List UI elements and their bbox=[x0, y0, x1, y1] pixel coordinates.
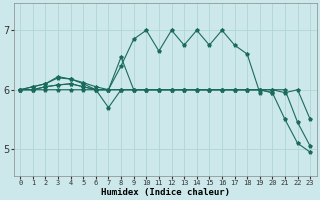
X-axis label: Humidex (Indice chaleur): Humidex (Indice chaleur) bbox=[101, 188, 230, 197]
